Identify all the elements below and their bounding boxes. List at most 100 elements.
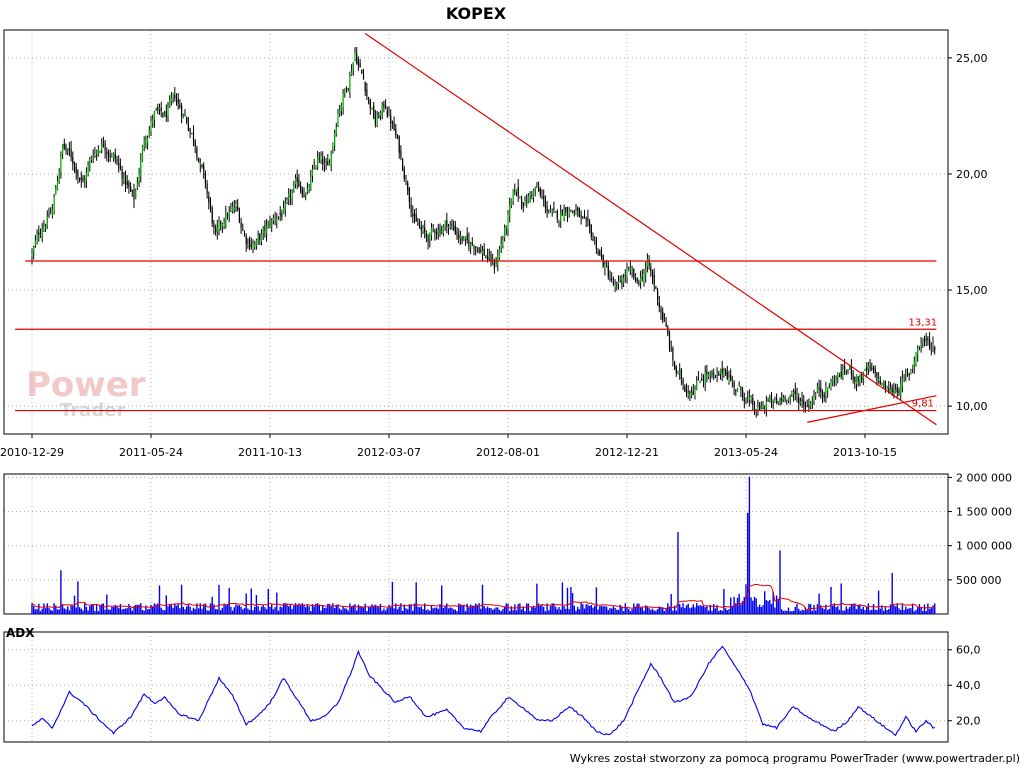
candle-body <box>721 368 723 374</box>
candle-body <box>859 377 861 382</box>
volume-bar <box>840 583 842 614</box>
volume-bar <box>311 604 314 614</box>
candle-body <box>495 264 497 267</box>
volume-bar <box>481 584 484 614</box>
watermark-line1: Power <box>26 365 146 405</box>
volume-bar <box>699 605 701 614</box>
candle-body <box>825 388 827 397</box>
candle-body <box>79 177 81 180</box>
candle-body <box>196 148 198 158</box>
candle-body <box>87 165 89 175</box>
candle-body <box>334 132 336 146</box>
volume-bar <box>169 604 171 614</box>
volume-bar <box>903 609 905 614</box>
volume-bar <box>391 582 394 614</box>
candle-body <box>293 185 295 192</box>
candle-body <box>192 132 195 141</box>
volume-bar <box>772 592 774 614</box>
volume-bar <box>850 603 853 614</box>
candle-body <box>869 365 871 369</box>
volume-bar <box>658 606 660 614</box>
candle-body <box>383 103 385 108</box>
volume-bar <box>463 604 465 614</box>
volume-panel-frame <box>3 473 949 615</box>
candle-body <box>303 194 305 198</box>
candle-body <box>412 213 414 217</box>
volume-bar <box>101 603 103 614</box>
volume-bar <box>41 608 43 614</box>
volume-bar <box>386 608 388 614</box>
volume-bar <box>396 609 399 614</box>
volume-bar <box>429 610 431 614</box>
candle-body <box>900 383 902 396</box>
candle-body <box>410 204 412 213</box>
candle-body <box>534 187 536 189</box>
volume-bar <box>471 605 473 614</box>
candle-body <box>789 397 791 399</box>
candle-body <box>888 388 890 393</box>
candle-body <box>422 228 424 231</box>
candle-body <box>116 159 118 162</box>
candle-body <box>798 397 800 404</box>
volume-bar <box>259 610 261 614</box>
volume-bar <box>517 604 519 614</box>
volume-bar <box>187 603 190 614</box>
candle-body <box>692 391 694 395</box>
candle-body <box>852 372 854 380</box>
candle-body <box>320 156 322 160</box>
volume-bar <box>170 605 173 614</box>
volume-bar <box>478 603 480 614</box>
candle-body <box>884 381 886 389</box>
volume-bar <box>248 609 251 614</box>
candle-body <box>709 372 711 375</box>
candle-body <box>599 250 601 255</box>
candle-body <box>883 381 885 387</box>
candle-body <box>855 375 858 385</box>
volume-bar <box>709 604 711 614</box>
volume-bar <box>750 597 752 614</box>
volume-bar <box>400 603 402 614</box>
candle-body <box>374 116 376 125</box>
volume-bar <box>133 605 135 614</box>
candle-body <box>793 391 795 394</box>
candle-body <box>781 398 783 401</box>
volume-bar <box>900 609 902 614</box>
volume-bar <box>857 605 859 614</box>
volume-bar <box>63 608 65 614</box>
volume-bar <box>459 604 462 614</box>
candle-body <box>218 221 220 230</box>
volume-bar <box>106 594 108 614</box>
candle-body <box>45 226 47 228</box>
x-tick-label: 2012-12-21 <box>595 446 659 459</box>
volume-bar <box>316 603 319 614</box>
footer-credit: Wykres został stworzony za pomocą progra… <box>570 752 1020 765</box>
volume-bar <box>150 604 152 614</box>
volume-bar <box>883 610 885 614</box>
candle-body <box>538 188 540 192</box>
volume-bar <box>366 611 368 614</box>
volume-bar <box>160 607 162 614</box>
candle-body <box>206 183 208 194</box>
candle-body <box>102 144 104 146</box>
volume-bar <box>189 606 191 614</box>
candle-body <box>861 377 863 380</box>
candle-body <box>505 226 507 229</box>
candle-body <box>743 398 745 402</box>
volume-bar <box>43 603 45 614</box>
volume-bar <box>682 603 684 614</box>
volume-bar <box>622 611 625 614</box>
candle-body <box>376 115 378 125</box>
candle-body <box>242 230 244 232</box>
candle-body <box>150 121 152 131</box>
volume-bar <box>39 611 42 614</box>
volume-bar <box>177 603 179 614</box>
volume-bar <box>407 609 409 614</box>
candle-body <box>845 371 847 372</box>
volume-bar <box>548 610 550 614</box>
candle-body <box>777 401 779 404</box>
candle-body <box>694 389 696 397</box>
candle-body <box>238 210 240 223</box>
volume-bar <box>68 610 71 614</box>
volume-bar <box>553 603 555 614</box>
